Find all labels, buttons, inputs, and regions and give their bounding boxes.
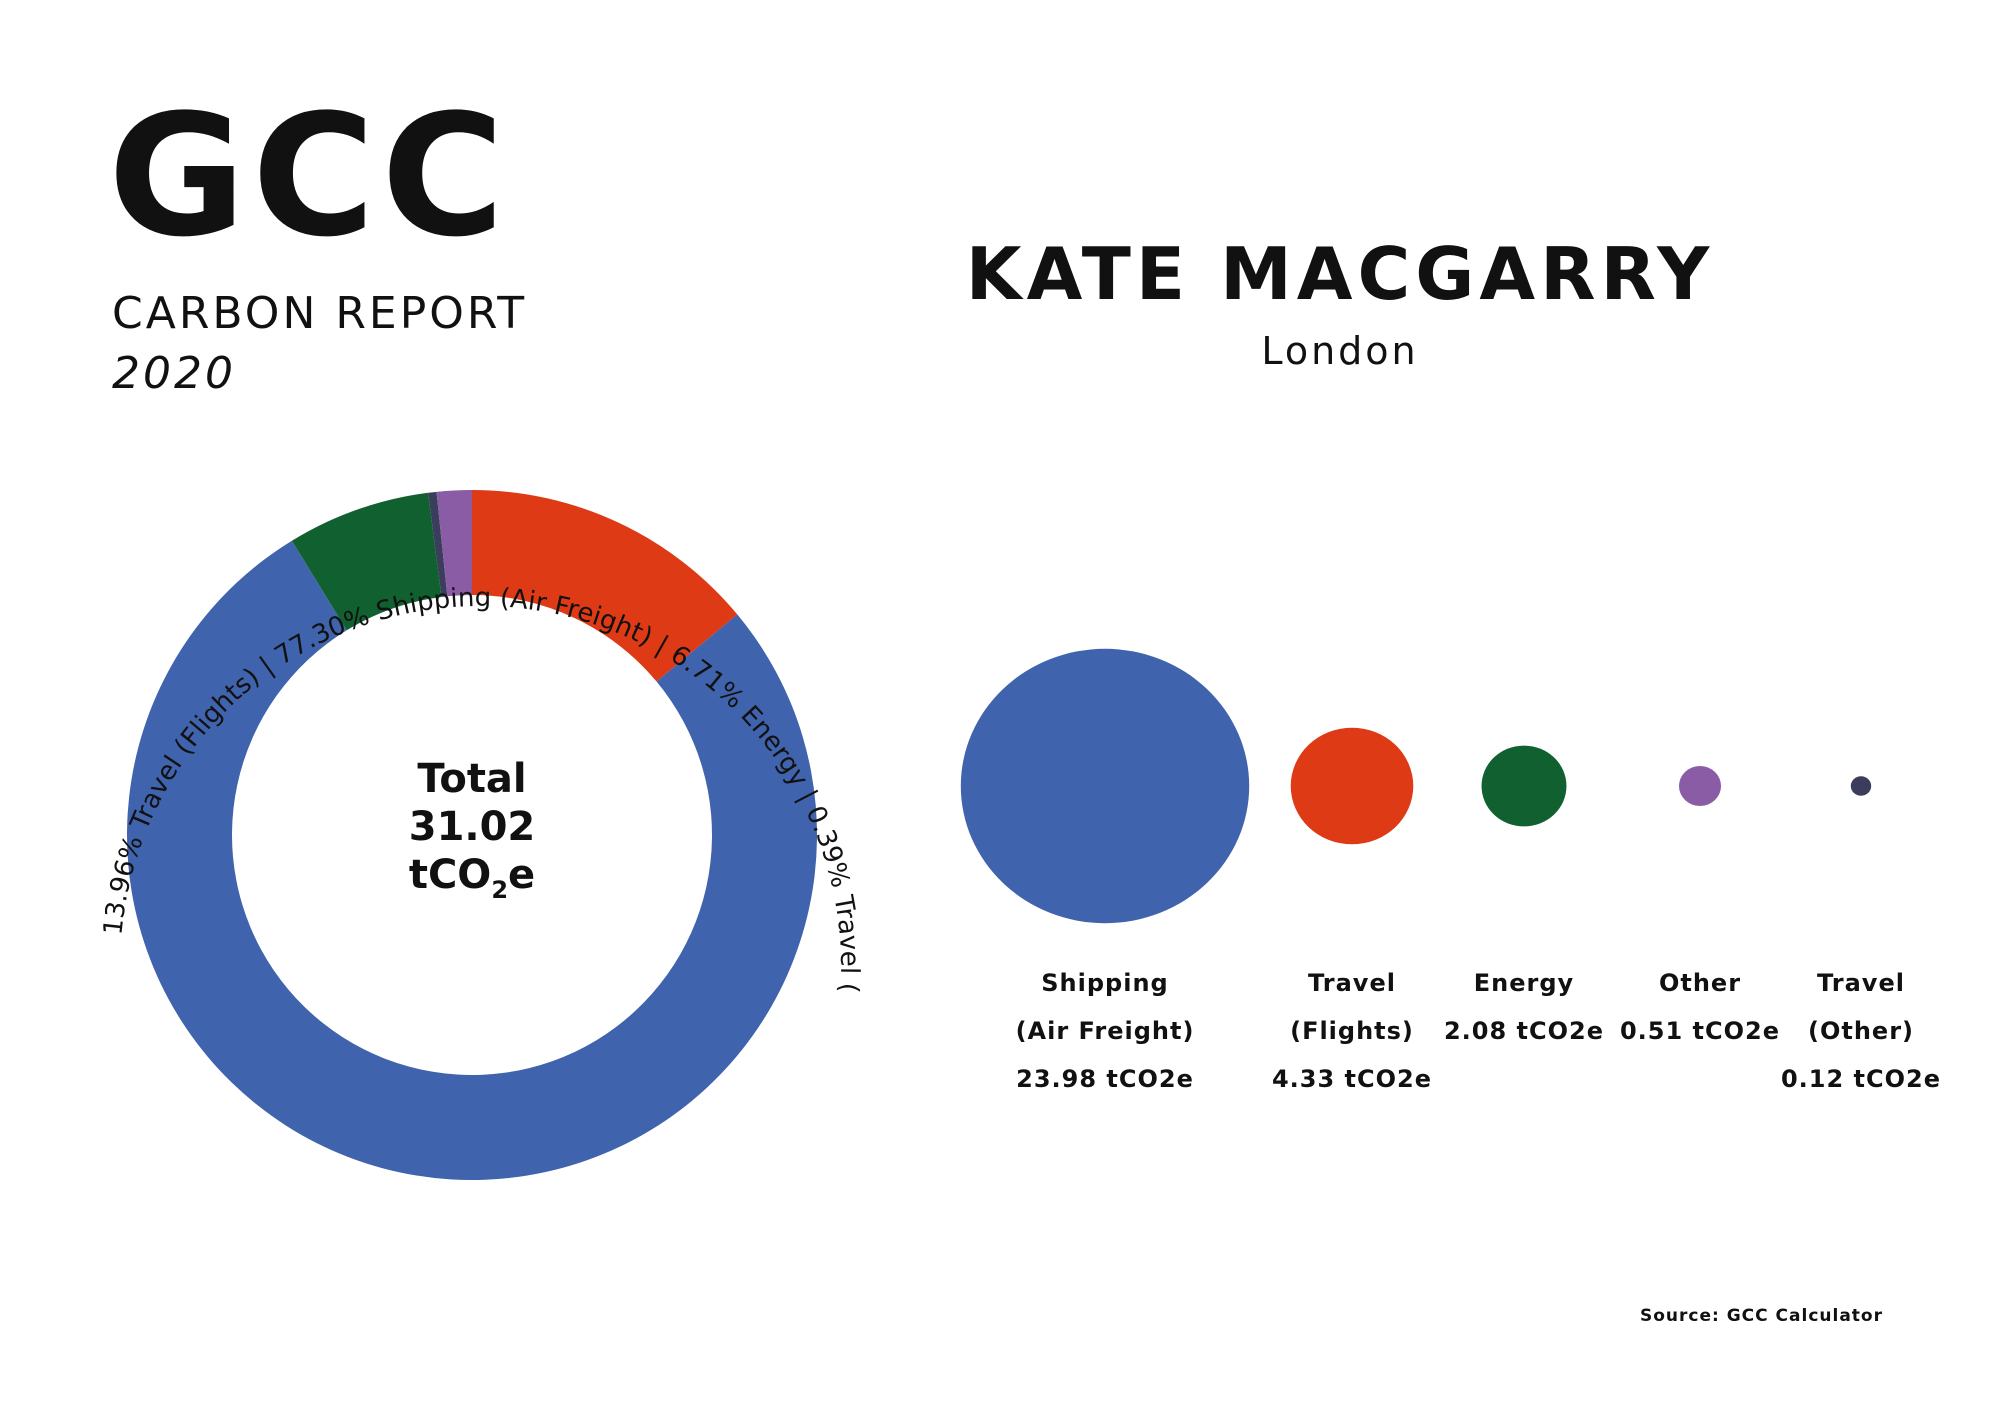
donut-chart: [127, 490, 818, 1180]
donut-center-unit: tCO2e: [409, 852, 535, 904]
donut-center-total-label: Total: [417, 756, 526, 802]
bubble-value: 2.08 tCO2e: [1443, 1017, 1605, 1045]
bubble-label-2: Energy 2.08 tCO2e: [1404, 959, 1644, 1055]
donut-slice-0: [472, 490, 738, 682]
report-year: 2020: [112, 348, 236, 399]
bubble-1: [1290, 727, 1414, 845]
bubble-category-line: (Air Freight): [1015, 1017, 1195, 1045]
bubble-category-line: (Flights): [1290, 1017, 1414, 1045]
donut-slice-3: [428, 491, 448, 597]
donut-slice-1: [127, 540, 818, 1180]
donut-center-unit-subscript: 2: [491, 876, 508, 904]
bubble-value: 4.33 tCO2e: [1271, 1065, 1433, 1093]
donut-slice-4: [436, 490, 472, 597]
bubble-chart: [960, 648, 1872, 924]
bubble-3: [1678, 765, 1722, 807]
bubble-2: [1481, 745, 1567, 827]
bubble-category-line: (Other): [1807, 1017, 1914, 1045]
bubble-category-line: Other: [1658, 969, 1742, 997]
bubble-value: 23.98 tCO2e: [1016, 1065, 1194, 1093]
gcc-logo: GCC: [108, 78, 511, 274]
donut-slice-2: [291, 492, 442, 631]
bubble-value: 0.51 tCO2e: [1619, 1017, 1781, 1045]
bubble-label-3: Other 0.51 tCO2e: [1580, 959, 1820, 1055]
bubble-value: 0.12 tCO2e: [1780, 1065, 1942, 1093]
donut-center-total-value: 31.02: [409, 804, 536, 850]
source-note: Source: GCC Calculator: [1640, 1306, 1883, 1326]
bubble-label-0: Shipping (Air Freight) 23.98 tCO2e: [985, 959, 1225, 1103]
bubble-0: [960, 648, 1250, 924]
client-city: London: [1261, 329, 1419, 373]
bubble-category-line: Energy: [1473, 969, 1575, 997]
bubble-category-line: Travel: [1817, 969, 1905, 997]
bubble-category-line: Shipping: [1041, 969, 1169, 997]
donut-center-unit-tail: e: [508, 852, 535, 898]
bubble-4: [1850, 776, 1872, 796]
client-name: KATE MACGARRY: [965, 232, 1715, 316]
donut-center-unit-base: tCO: [409, 852, 491, 898]
bubble-label-1: Travel (Flights) 4.33 tCO2e: [1232, 959, 1472, 1103]
report-title: CARBON REPORT: [112, 288, 528, 339]
bubble-label-4: Travel (Other) 0.12 tCO2e: [1741, 959, 1981, 1103]
bubble-category-line: Travel: [1308, 969, 1396, 997]
